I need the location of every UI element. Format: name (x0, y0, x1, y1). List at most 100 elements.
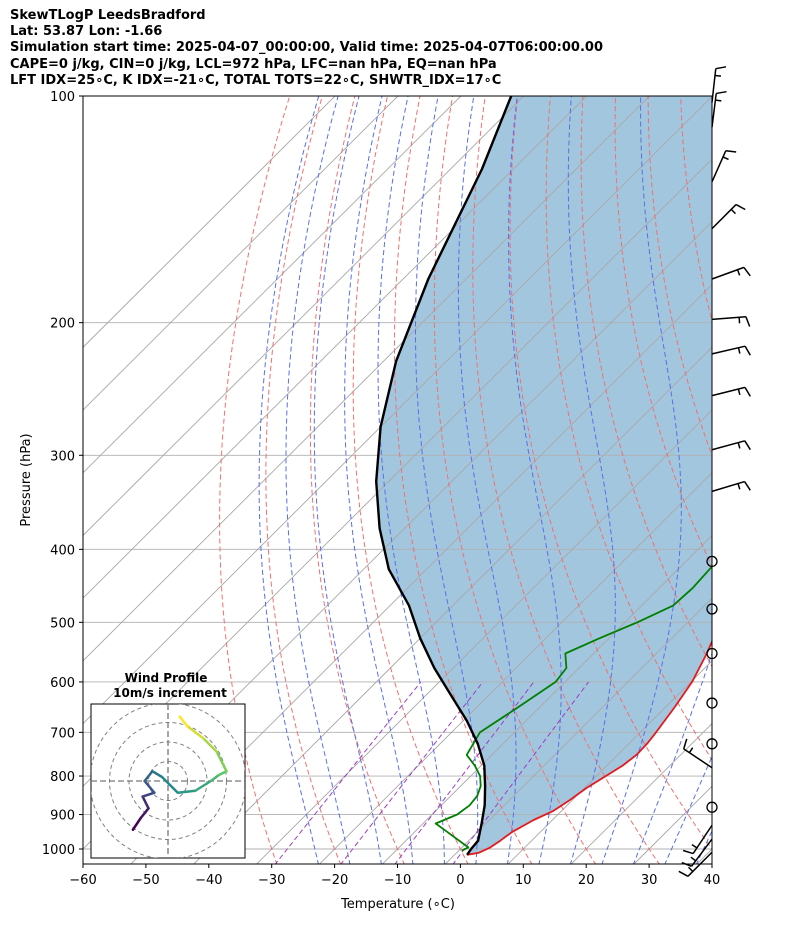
hodograph-segment (151, 770, 164, 779)
x-tick-label: −20 (321, 873, 348, 888)
moist-adiabat--5 (344, 96, 414, 864)
dry-adiabat-100 (713, 96, 794, 865)
cape-cin-shading (376, 96, 712, 855)
dry-adiabat-60 (580, 96, 712, 668)
cape-line: CAPE=0 j/kg, CIN=0 j/kg, LCL=972 hPa, LF… (10, 57, 497, 72)
wind-barb (711, 480, 751, 493)
temperature-profile (466, 639, 712, 856)
dry-adiabat-30 (472, 96, 660, 864)
moist-adiabat-35 (664, 755, 712, 864)
isotherm-20 (570, 722, 712, 864)
isotherm-10 (507, 660, 712, 864)
hodograph-segment (131, 816, 142, 831)
calm-wind-circle (706, 697, 718, 709)
isotherm--10 (381, 534, 712, 864)
time-line: Simulation start time: 2025-04-07_00:00:… (10, 40, 603, 55)
hodograph-segment (141, 791, 156, 798)
y-tick-label: 700 (50, 726, 75, 741)
dry-adiabat--30 (219, 96, 291, 864)
dry-adiabat-10 (394, 96, 533, 864)
isotherm--30 (256, 409, 712, 864)
isotherm--110 (83, 96, 525, 537)
moist-adiabat-15 (508, 96, 562, 864)
hodograph-segment (139, 807, 150, 820)
x-tick-label: 30 (641, 873, 658, 888)
hodograph-segment (176, 789, 197, 794)
moist-adiabat-25 (601, 96, 682, 864)
dewpoint-profile (434, 565, 712, 852)
wind-barb (711, 203, 746, 230)
moist-adiabat-0 (377, 96, 445, 864)
x-tick-label: −60 (69, 873, 96, 888)
hodograph-inset: Wind Profile 10m/s increment (90, 671, 246, 859)
y-tick-label: 400 (50, 543, 75, 558)
wind-barb (711, 149, 737, 183)
moist-adiabat--15 (285, 96, 351, 864)
wind-barb (682, 824, 713, 855)
isotherm--90 (83, 96, 650, 662)
hodograph-segment (186, 725, 205, 740)
dry-adiabat-80 (647, 96, 712, 457)
wind-barb (682, 738, 713, 769)
calm-wind-circle (706, 801, 718, 813)
dry-adiabat-110 (746, 96, 794, 865)
calm-wind-circle (706, 738, 718, 750)
location-line: Lat: 53.87 Lon: -1.66 (10, 24, 163, 39)
y-axis-label: Pressure (hPa) (19, 433, 34, 526)
wind-barb (711, 440, 751, 451)
hodograph-title: Wind Profile (125, 671, 208, 685)
isotherm--40 (193, 346, 712, 864)
isotherm--140 (83, 96, 336, 348)
hodograph-segment (209, 773, 220, 783)
mixing-ratio-line (274, 681, 422, 864)
hodograph-segment (215, 750, 228, 773)
x-tick-label: 20 (578, 873, 595, 888)
isotherm--80 (83, 96, 712, 725)
wind-barb (711, 90, 727, 128)
dry-adiabat--20 (265, 96, 342, 864)
y-tick-label: 900 (50, 809, 75, 824)
isotherm--130 (83, 96, 399, 411)
x-tick-label: −30 (258, 873, 285, 888)
wind-barb (681, 838, 713, 867)
dry-adiabat-20 (433, 96, 597, 864)
parcel-profile (375, 96, 513, 856)
moist-adiabat-30 (632, 651, 712, 864)
hodograph-segment (217, 770, 228, 777)
hodograph-segment (178, 715, 189, 728)
mixing-ratio-line (452, 681, 590, 864)
hodograph-segment (201, 736, 218, 753)
wind-barb (711, 266, 751, 280)
calm-wind-circle (706, 555, 718, 568)
calm-wind-circle (706, 603, 718, 615)
x-tick-label: −40 (195, 873, 222, 888)
hodograph-segment (143, 770, 154, 783)
x-tick-label: 40 (704, 873, 721, 888)
wind-barb (711, 66, 727, 103)
wind-barb (711, 345, 751, 356)
wind-barb (711, 316, 751, 327)
x-axis-label: Temperature (∘C) (340, 897, 455, 912)
isotherm--100 (83, 96, 587, 599)
moist-adiabat-20 (567, 96, 616, 864)
x-tick-label: −10 (384, 873, 411, 888)
x-tick-label: 10 (515, 873, 532, 888)
y-tick-label: 600 (50, 676, 75, 691)
chart-title: SkewTLogP LeedsBradford (10, 8, 206, 23)
mixing-ratio-line (394, 681, 535, 864)
isotherm--20 (318, 472, 712, 864)
x-tick-label: −50 (132, 873, 159, 888)
y-tick-label: 100 (50, 90, 75, 105)
y-tick-label: 500 (50, 616, 75, 631)
moist-adiabat-5 (415, 96, 479, 864)
hodograph-segment (141, 795, 150, 810)
y-tick-label: 1000 (42, 843, 75, 858)
hodograph-segment (160, 775, 179, 794)
isotherm--50 (130, 283, 712, 864)
hodograph-subtitle: 10m/s increment (113, 686, 227, 700)
wind-barb (711, 386, 751, 397)
moist-adiabat--10 (313, 96, 382, 864)
y-tick-label: 800 (50, 770, 75, 785)
dry-adiabat-0 (352, 96, 469, 864)
